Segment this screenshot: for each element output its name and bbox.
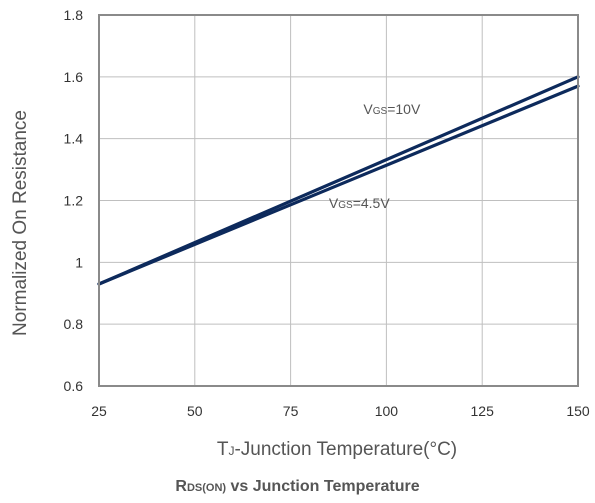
y-tick-label: 0.8 — [64, 316, 84, 332]
series-annotation-1: VGS=4.5V — [329, 195, 390, 211]
x-tick-label: 100 — [375, 403, 399, 419]
series — [97, 75, 580, 286]
chart-title: RDS(ON) vs Junction Temperature — [0, 478, 595, 496]
plot-frame — [98, 14, 579, 387]
y-tick-label: 1.4 — [64, 131, 84, 147]
y-axis-title: Normalized On Resistance — [10, 110, 31, 336]
x-tick-label: 50 — [187, 403, 203, 419]
y-tick-label: 1.6 — [64, 69, 84, 85]
x-axis-title: TJ-Junction Temperature(°C) — [217, 439, 457, 460]
chart-title-suffix: vs Junction Temperature — [226, 478, 420, 495]
x-axis-title-suffix: -Junction Temperature(°C) — [234, 439, 457, 460]
chart-title-prefix: R — [175, 478, 187, 495]
x-tick-label: 25 — [91, 403, 107, 419]
y-tick-label: 1 — [75, 254, 83, 270]
x-tick-label: 75 — [283, 403, 299, 419]
x-axis-title-subscript: J — [228, 444, 234, 458]
x-axis-title-prefix: T — [217, 439, 229, 460]
annotations: VGS=10V VGS=4.5V — [329, 101, 421, 211]
y-tick-label: 1.8 — [64, 7, 84, 23]
y-tick-labels: 0.6 0.8 1 1.2 1.4 1.6 1.8 — [64, 7, 84, 394]
y-tick-label: 0.6 — [64, 378, 84, 394]
x-tick-label: 125 — [471, 403, 495, 419]
series-line-vgs45 — [97, 84, 580, 286]
x-tick-labels: 25 50 75 100 125 150 — [91, 403, 590, 419]
x-tick-label: 150 — [566, 403, 590, 419]
y-tick-label: 1.2 — [64, 193, 84, 209]
chart-title-subscript: DS(ON) — [186, 482, 227, 494]
series-annotation-0: VGS=10V — [363, 101, 421, 117]
